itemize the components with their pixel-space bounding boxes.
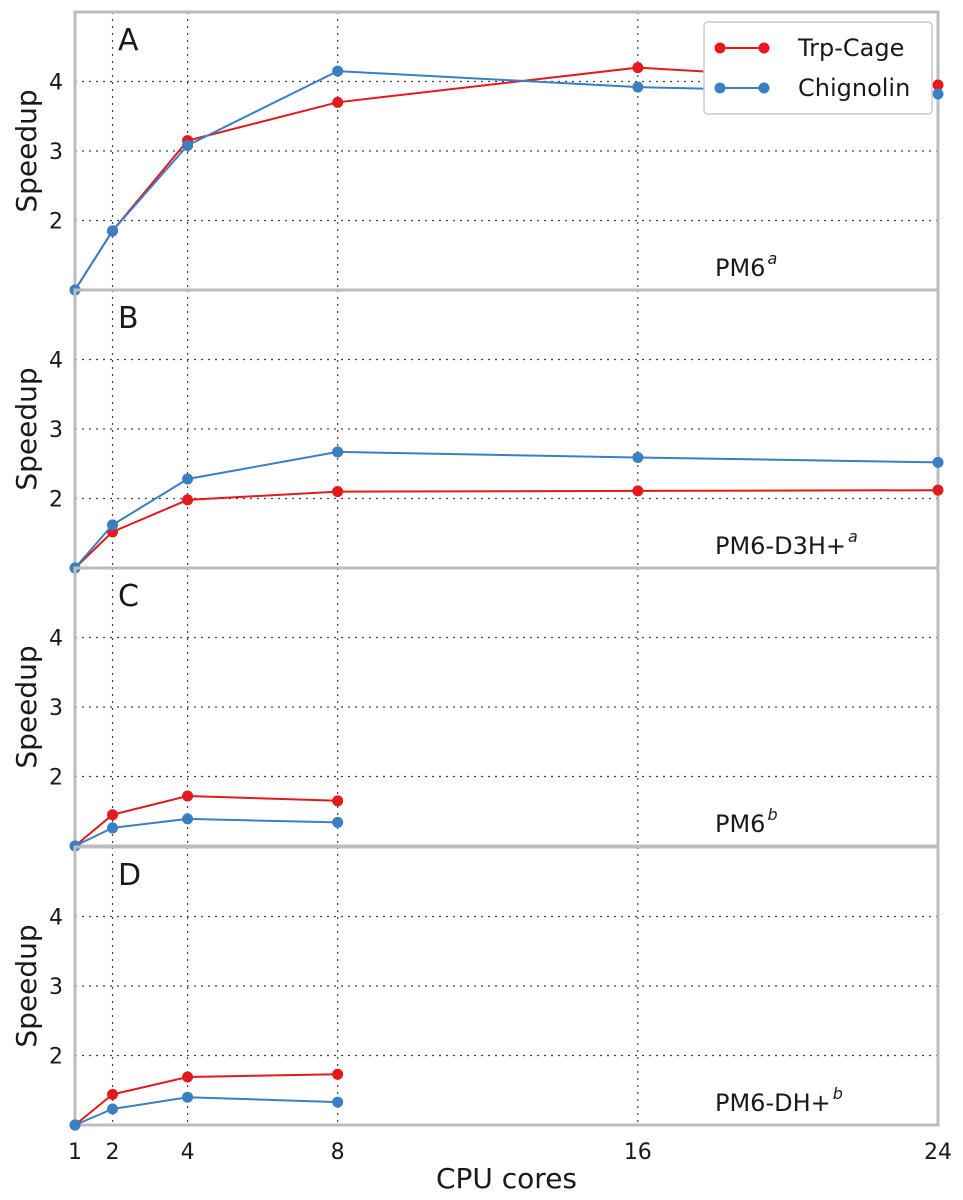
panel-letter: A — [118, 23, 139, 58]
x-tick-label: 4 — [181, 1140, 195, 1165]
panel-letter: B — [118, 301, 139, 336]
legend-marker — [714, 82, 726, 94]
legend-marker — [758, 42, 770, 54]
series-line-chignolin — [74, 450, 939, 569]
data-point-chignolin — [632, 451, 644, 463]
method-name: PM6-D3H+ — [715, 532, 846, 560]
panel-frame — [73, 566, 940, 848]
panel-frame — [73, 288, 940, 570]
data-point-chignolin — [332, 446, 344, 458]
method-superscript: b — [767, 805, 777, 824]
legend-label: Chignolin — [798, 74, 910, 102]
data-point-chignolin — [107, 822, 119, 834]
series-line-trp-cage — [74, 1073, 338, 1126]
data-point-trp-cage — [332, 1068, 344, 1080]
data-point-trp-cage — [182, 494, 194, 506]
series-line-chignolin — [74, 1096, 338, 1126]
data-point-trp-cage — [632, 62, 644, 74]
y-tick-label: 4 — [49, 906, 63, 931]
legend-marker — [714, 42, 726, 54]
y-axis-label: Speedup — [10, 645, 43, 768]
data-point-chignolin — [932, 456, 944, 468]
x-axis-label: CPU cores — [436, 1162, 577, 1195]
panel-letter: D — [118, 858, 141, 893]
data-point-chignolin — [332, 65, 344, 77]
series-line-trp-cage — [74, 489, 939, 569]
data-point-chignolin — [182, 813, 194, 825]
data-point-trp-cage — [332, 486, 344, 498]
method-superscript: a — [848, 527, 858, 546]
y-tick-label: 3 — [49, 975, 63, 1000]
y-tick-label: 2 — [49, 1045, 63, 1070]
y-tick-label: 3 — [49, 140, 63, 165]
data-point-trp-cage — [182, 1071, 194, 1083]
method-name: PM6 — [715, 254, 765, 282]
y-tick-label: 3 — [49, 696, 63, 721]
data-point-chignolin — [332, 1096, 344, 1108]
series-line-chignolin — [74, 70, 939, 291]
series-line-trp-cage — [74, 794, 338, 847]
y-tick-label: 4 — [49, 627, 63, 652]
data-point-trp-cage — [182, 790, 194, 802]
y-tick-label: 3 — [49, 418, 63, 443]
y-tick-label: 2 — [49, 488, 63, 513]
data-point-trp-cage — [632, 485, 644, 497]
method-label: PM6 a — [715, 249, 777, 282]
data-point-trp-cage — [332, 795, 344, 807]
y-axis-label: Speedup — [10, 367, 43, 490]
legend: Trp-Cage Chignolin — [703, 21, 933, 115]
data-point-chignolin — [932, 88, 944, 100]
y-axis-label: Speedup — [10, 89, 43, 212]
y-tick-label: 2 — [49, 766, 63, 791]
method-label: PM6-D3H+ a — [715, 527, 858, 560]
method-superscript: a — [767, 249, 777, 268]
method-label: PM6 b — [715, 805, 778, 838]
data-point-chignolin — [632, 81, 644, 93]
panel-letter: C — [118, 579, 139, 614]
data-point-chignolin — [69, 1119, 81, 1131]
data-point-trp-cage — [107, 809, 119, 821]
data-point-chignolin — [182, 473, 194, 485]
data-point-chignolin — [332, 816, 344, 828]
data-point-chignolin — [107, 1103, 119, 1115]
data-point-trp-cage — [932, 484, 944, 496]
data-point-chignolin — [107, 225, 119, 237]
legend-marker — [758, 82, 770, 94]
series-line-chignolin — [74, 817, 338, 847]
data-point-chignolin — [182, 139, 194, 151]
method-name: PM6-DH+ — [715, 1089, 831, 1117]
x-tick-label: 8 — [331, 1140, 345, 1165]
method-superscript: b — [833, 1084, 843, 1103]
data-point-chignolin — [182, 1091, 194, 1103]
legend-label: Trp-Cage — [797, 34, 904, 62]
data-point-chignolin — [107, 519, 119, 531]
x-tick-label: 16 — [624, 1140, 652, 1165]
data-point-trp-cage — [332, 96, 344, 108]
x-tick-label: 1 — [68, 1140, 82, 1165]
panel-frame — [73, 845, 940, 1127]
y-axis-label: Speedup — [10, 924, 43, 1047]
y-tick-label: 4 — [49, 349, 63, 374]
x-tick-label: 2 — [106, 1140, 120, 1165]
x-tick-label: 24 — [924, 1140, 952, 1165]
data-point-trp-cage — [107, 1088, 119, 1100]
method-label: PM6-DH+ b — [715, 1084, 843, 1117]
y-tick-label: 2 — [49, 210, 63, 235]
method-name: PM6 — [715, 810, 765, 838]
y-tick-label: 4 — [49, 71, 63, 96]
data-point-trp-cage — [932, 79, 944, 91]
